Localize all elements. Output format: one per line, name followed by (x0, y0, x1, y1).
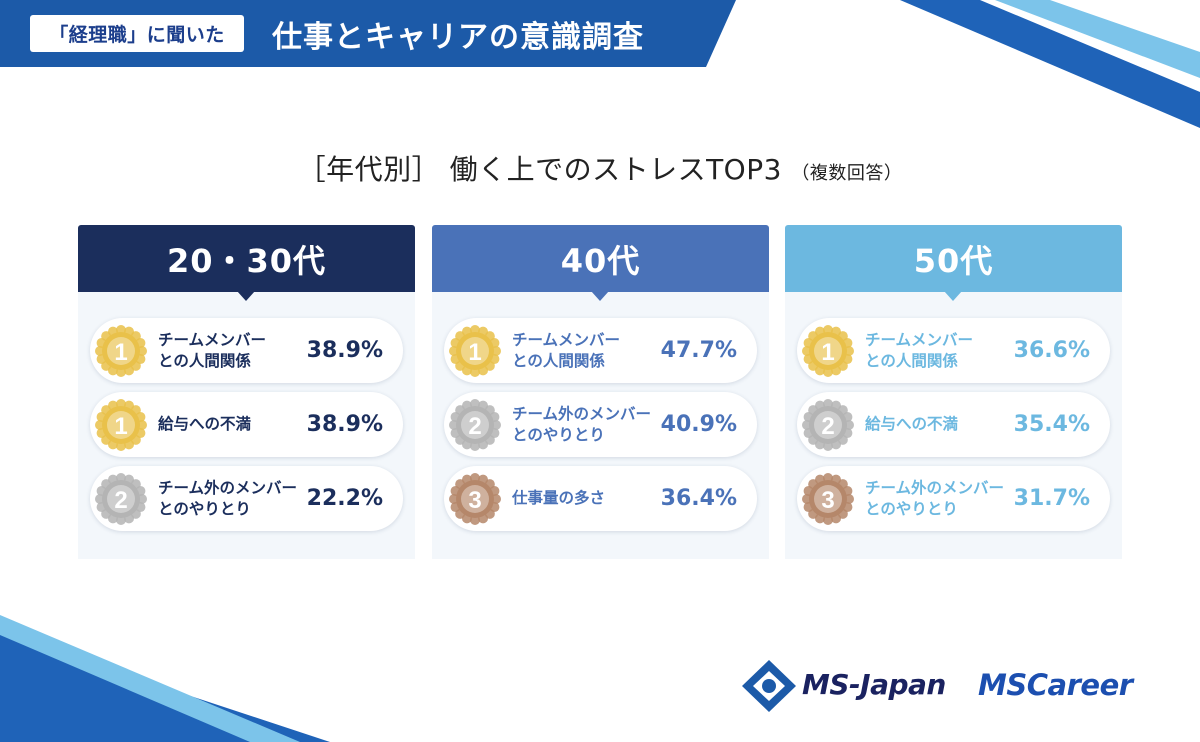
ranking-item-value: 38.9% (307, 392, 383, 457)
header-pointer (944, 291, 962, 301)
ranking-item-value: 40.9% (661, 392, 737, 457)
ranking-item: 1 チームメンバー との人間関係 36.6% (797, 318, 1110, 383)
ranking-item-label: 給与への不満 (865, 392, 1005, 457)
ranking-item: 3 チーム外のメンバー とのやりとり 31.7% (797, 466, 1110, 531)
medal-rank-number: 2 (114, 487, 127, 514)
medal-rank-number: 1 (114, 413, 127, 440)
medal-rank-number: 3 (468, 487, 481, 514)
top-right-stripes (900, 0, 1200, 130)
age-group-column: 20・30代 1 チームメンバー との人間関係 38.9% 1 給与への不満 38.9% 2 チ… (78, 225, 415, 559)
medal-rank-3-icon: 3 (801, 472, 855, 526)
ranking-item: 1 チームメンバー との人間関係 38.9% (90, 318, 403, 383)
age-group-column: 40代 1 チームメンバー との人間関係 47.7% 2 チーム外のメンバー とのやりとり… (432, 225, 769, 559)
ms-japan-emblem-icon (740, 658, 798, 714)
ranking-item-label: 仕事量の多さ (512, 466, 652, 531)
medal-rank-number: 1 (821, 339, 834, 366)
ranking-item-label: 給与への不満 (158, 392, 298, 457)
medal-rank-3-icon: 3 (448, 472, 502, 526)
age-group-header: 50代 (785, 225, 1122, 292)
ms-japan-logo: MS-Japan (740, 658, 955, 714)
medal-rank-1-icon: 1 (448, 324, 502, 378)
ranking-item-label: チームメンバー との人間関係 (512, 318, 652, 383)
ranking-item: 2 チーム外のメンバー とのやりとり 22.2% (90, 466, 403, 531)
chart-title-main: ［年代別］ 働く上でのストレスTOP3 (298, 153, 782, 186)
chart-title-note: （複数回答） (791, 163, 902, 184)
chart-title: ［年代別］ 働く上でのストレスTOP3 （複数回答） (0, 148, 1200, 188)
ranking-item-value: 38.9% (307, 318, 383, 383)
bottom-left-stripes (0, 615, 340, 742)
header-pointer (591, 291, 609, 301)
ranking-item-label: チームメンバー との人間関係 (158, 318, 298, 383)
medal-rank-number: 2 (468, 413, 481, 440)
age-group-header: 40代 (432, 225, 769, 292)
ranking-item-label: チーム外のメンバー とのやりとり (865, 466, 1005, 531)
medal-rank-1-icon: 1 (801, 324, 855, 378)
medal-rank-number: 2 (821, 413, 834, 440)
ranking-item-value: 35.4% (1014, 392, 1090, 457)
header-tag: 「経理職」に聞いた (30, 15, 244, 52)
medal-rank-1-icon: 1 (94, 324, 148, 378)
medal-rank-number: 1 (114, 339, 127, 366)
ranking-item-value: 31.7% (1014, 466, 1090, 531)
ranking-item: 2 チーム外のメンバー とのやりとり 40.9% (444, 392, 757, 457)
medal-rank-number: 1 (468, 339, 481, 366)
ranking-item-value: 36.4% (661, 466, 737, 531)
medal-rank-2-icon: 2 (448, 398, 502, 452)
age-group-column: 50代 1 チームメンバー との人間関係 36.6% 2 給与への不満 35.4% 3 チーム外… (785, 225, 1122, 559)
ranking-item-value: 36.6% (1014, 318, 1090, 383)
ranking-item-value: 47.7% (661, 318, 737, 383)
ranking-item: 1 給与への不満 38.9% (90, 392, 403, 457)
ranking-item-label: チームメンバー との人間関係 (865, 318, 1005, 383)
ranking-item-label: チーム外のメンバー とのやりとり (512, 392, 652, 457)
medal-rank-number: 3 (821, 487, 834, 514)
header-title: 仕事とキャリアの意識調査 (272, 12, 644, 56)
ms-japan-logo-text: MS-Japan (802, 668, 946, 701)
medal-rank-2-icon: 2 (94, 472, 148, 526)
ranking-item: 1 チームメンバー との人間関係 47.7% (444, 318, 757, 383)
medal-rank-1-icon: 1 (94, 398, 148, 452)
ranking-item-label: チーム外のメンバー とのやりとり (158, 466, 298, 531)
age-group-header: 20・30代 (78, 225, 415, 292)
ms-career-logo: MSCareer (978, 668, 1133, 702)
header-pointer (237, 291, 255, 301)
ranking-item-value: 22.2% (307, 466, 383, 531)
medal-rank-2-icon: 2 (801, 398, 855, 452)
ranking-item: 2 給与への不満 35.4% (797, 392, 1110, 457)
ranking-item: 3 仕事量の多さ 36.4% (444, 466, 757, 531)
